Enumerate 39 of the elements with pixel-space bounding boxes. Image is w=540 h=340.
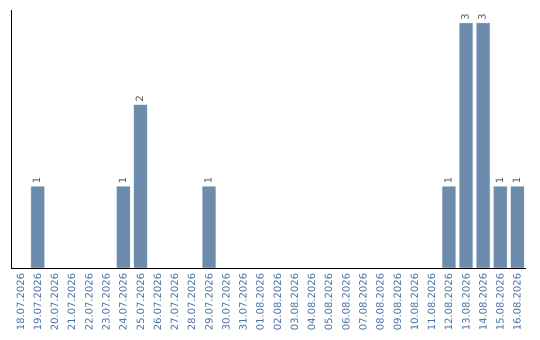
data-label: 1 [494, 176, 506, 184]
data-label: 1 [443, 176, 454, 184]
x-tick-label: 04.08.2026 [307, 273, 318, 330]
x-tick-label: 27.07.2026 [170, 273, 182, 330]
x-tick-label: 18.07.2026 [16, 273, 27, 330]
x-tick-label: 01.08.2026 [256, 273, 267, 330]
x-tick-label: 21.07.2026 [67, 273, 78, 330]
x-tick-label: 14.08.2026 [478, 273, 490, 330]
data-label: 2 [135, 95, 146, 102]
x-tick-label: 19.07.2026 [32, 273, 44, 330]
x-tick-label: 05.08.2026 [324, 273, 336, 330]
data-label: 3 [478, 14, 489, 20]
x-tick-label: 26.07.2026 [152, 273, 164, 330]
x-tick-label: 06.08.2026 [341, 273, 352, 330]
x-tick-label: 13.08.2026 [461, 273, 472, 330]
x-tick-label: 16.08.2026 [512, 273, 524, 330]
x-tick-label: 07.08.2026 [358, 273, 370, 330]
x-tick-label: 11.08.2026 [427, 273, 438, 330]
x-tick-label: 12.08.2026 [444, 273, 456, 330]
x-tick-label: 28.07.2026 [187, 273, 198, 330]
x-tick-label: 08.08.2026 [376, 273, 387, 330]
x-tick-label: 29.07.2026 [204, 273, 216, 330]
x-tick-label: 15.08.2026 [496, 273, 507, 330]
data-label: 3 [460, 14, 472, 20]
data-label: 1 [118, 176, 129, 184]
x-tick-label: 20.07.2026 [50, 273, 62, 330]
x-tick-label: 24.07.2026 [118, 273, 130, 330]
data-label: 1 [32, 176, 44, 184]
data-label: 1 [204, 176, 215, 184]
x-tick-label: 30.07.2026 [221, 273, 232, 330]
x-tick-label: 22.07.2026 [84, 273, 96, 330]
x-tick-label: 09.08.2026 [392, 273, 404, 330]
x-tick-label: 31.07.2026 [238, 273, 250, 330]
data-label: 1 [512, 176, 523, 184]
x-tick-label: 23.07.2026 [101, 273, 112, 330]
x-tick-label: 10.08.2026 [410, 273, 421, 330]
x-tick-label: 02.08.2026 [272, 273, 284, 330]
x-tick-label: 03.08.2026 [290, 273, 301, 330]
x-tick-label: 25.07.2026 [136, 273, 147, 330]
